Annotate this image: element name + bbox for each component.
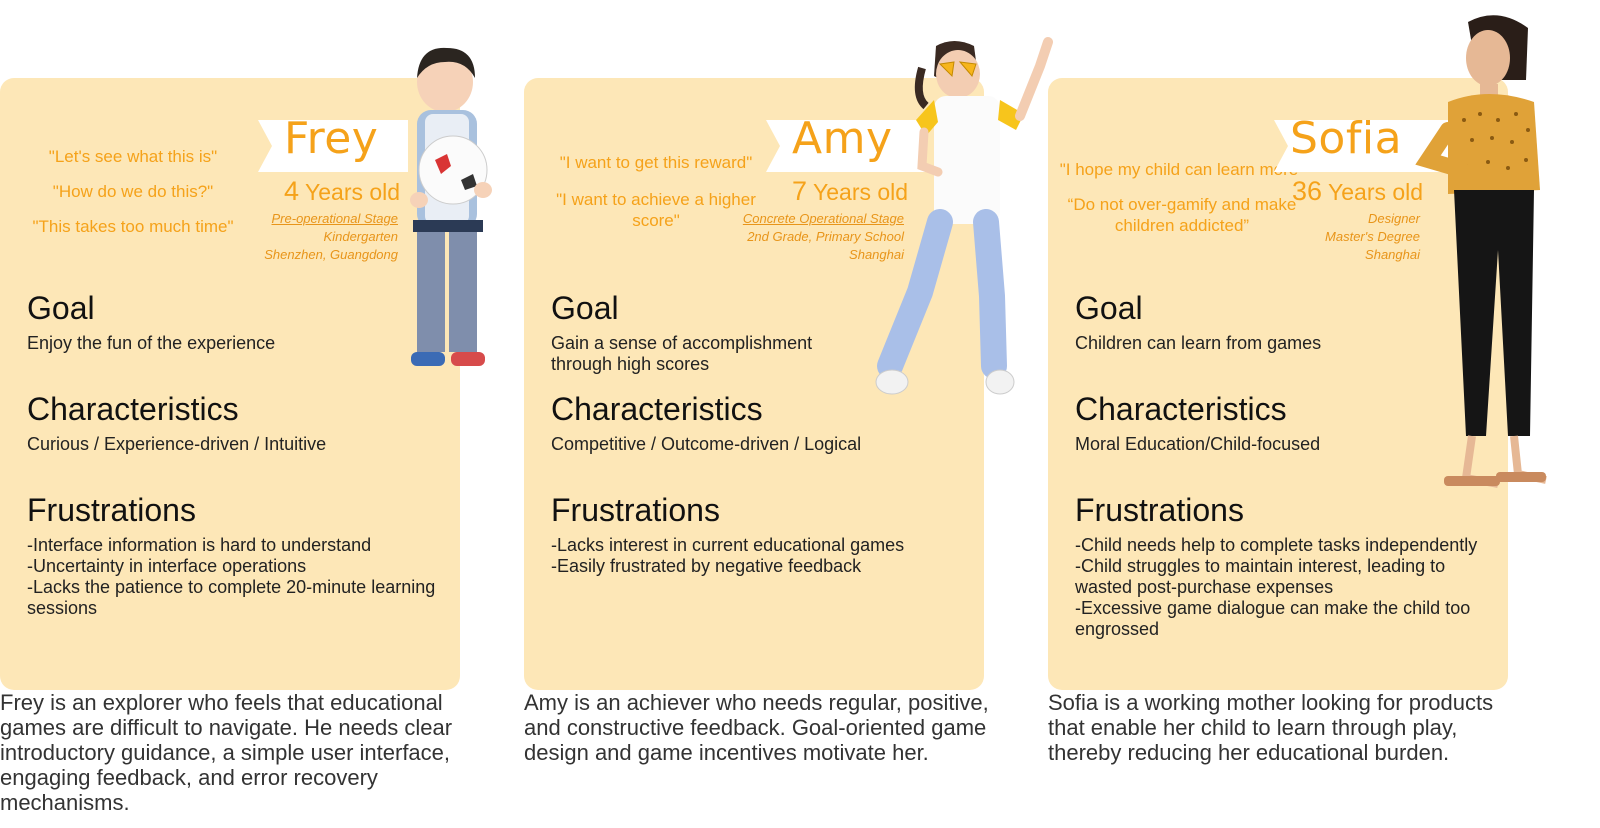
persona-card-background — [1048, 78, 1508, 690]
quote: "I want to achieve a higher score" — [556, 190, 756, 230]
goal-title: Goal — [551, 290, 619, 326]
persona-age: 4 Years old — [284, 176, 400, 207]
info-line: Shenzhen, Guangdong — [264, 247, 398, 262]
goal-title: Goal — [27, 290, 95, 326]
info-line: Kindergarten — [323, 229, 398, 244]
age-unit: Years old — [305, 179, 401, 205]
quote: "How do we do this?" — [52, 182, 214, 201]
persona-summary: Frey is an explorer who feels that educa… — [0, 690, 453, 815]
development-stage: Pre-operational Stage — [271, 211, 398, 226]
info-line: 2nd Grade, Primary School — [747, 229, 904, 244]
persona-info: Designer Master's Degree Shanghai — [1258, 210, 1420, 264]
persona-name: Frey — [284, 113, 379, 164]
frustration-item: -Child needs help to complete tasks inde… — [1075, 535, 1478, 555]
age-number: 4 — [284, 176, 300, 206]
info-line: Shanghai — [849, 247, 904, 262]
frustration-item: -Excessive game dialogue can make the ch… — [1075, 598, 1471, 639]
goal-text: Children can learn from games — [1075, 333, 1322, 353]
persona-card-sofia: "I hope my child can learn more" “Do not… — [1048, 0, 1547, 828]
age-unit: Years old — [1328, 179, 1424, 205]
boy-with-ball-photo — [410, 47, 492, 366]
frustrations-title: Frustrations — [27, 492, 196, 528]
persona-card-background — [0, 78, 460, 690]
frustration-item: -Lacks interest in current educational g… — [551, 535, 905, 555]
persona-card-frey: "Let's see what this is" "How do we do t… — [0, 0, 492, 828]
info-line: Designer — [1367, 211, 1420, 226]
persona-info: Pre-operational Stage Kindergarten Shenz… — [220, 210, 398, 264]
frustration-item: -Easily frustrated by negative feedback — [551, 556, 862, 576]
frustrations-title: Frustrations — [1075, 492, 1244, 528]
info-line: Master's Degree — [1325, 229, 1420, 244]
name-tag-banner — [766, 120, 926, 172]
age-number: 7 — [792, 176, 808, 206]
persona-summary: Sofia is a working mother looking for pr… — [1048, 690, 1494, 765]
characteristics-title: Characteristics — [551, 391, 763, 427]
persona-info: Concrete Operational Stage 2nd Grade, Pr… — [724, 210, 904, 264]
persona-name: Amy — [792, 113, 893, 164]
persona-name: Sofia — [1290, 113, 1403, 164]
quote: "I want to get this reward" — [559, 153, 753, 172]
frustrations-list: -Interface information is hard to unders… — [27, 535, 447, 619]
frustration-item: -Lacks the patience to complete 20-minut… — [27, 577, 436, 618]
quote: "I hope my child can learn more" — [1059, 160, 1305, 179]
quotes-list: "Let's see what this is" "How do we do t… — [8, 146, 258, 251]
goal-text: Enjoy the fun of the experience — [27, 333, 276, 353]
frustrations-list: -Lacks interest in current educational g… — [551, 535, 971, 577]
quotes-list: "I hope my child can learn more" “Do not… — [1056, 159, 1308, 250]
characteristics-title: Characteristics — [27, 391, 239, 427]
persona-summary: Amy is an achiever who needs regular, po… — [524, 690, 989, 765]
characteristics-text: Curious / Experience-driven / Intuitive — [27, 434, 327, 454]
persona-card-amy: "I want to get this reward" "I want to a… — [524, 0, 1053, 828]
woman-standing-photo — [1415, 15, 1547, 488]
goal-title: Goal — [1075, 290, 1143, 326]
goal-text: Gain a sense of accomplishment through h… — [551, 333, 813, 374]
age-number: 36 — [1292, 176, 1323, 206]
info-line: Shanghai — [1365, 247, 1420, 262]
quote: “Do not over-gamify and make children ad… — [1067, 195, 1297, 235]
characteristics-text: Moral Education/Child-focused — [1075, 434, 1321, 454]
frustrations-title: Frustrations — [551, 492, 720, 528]
frustration-item: -Uncertainty in interface operations — [27, 556, 307, 576]
quote: "This takes too much time" — [32, 217, 234, 236]
persona-age: 7 Years old — [792, 176, 908, 207]
quote: "Let's see what this is" — [48, 147, 218, 166]
persona-age: 36 Years old — [1292, 176, 1423, 207]
girl-with-sunglasses-photo — [875, 37, 1053, 395]
frustration-item: -Interface information is hard to unders… — [27, 535, 372, 555]
name-tag-banner — [258, 120, 408, 172]
quotes-list: "I want to get this reward" "I want to a… — [536, 152, 776, 245]
age-unit: Years old — [813, 179, 909, 205]
characteristics-title: Characteristics — [1075, 391, 1287, 427]
characteristics-text: Competitive / Outcome-driven / Logical — [551, 434, 862, 454]
frustrations-list: -Child needs help to complete tasks inde… — [1075, 535, 1495, 640]
frustration-item: -Child struggles to maintain interest, l… — [1075, 556, 1446, 597]
development-stage: Concrete Operational Stage — [742, 211, 904, 226]
